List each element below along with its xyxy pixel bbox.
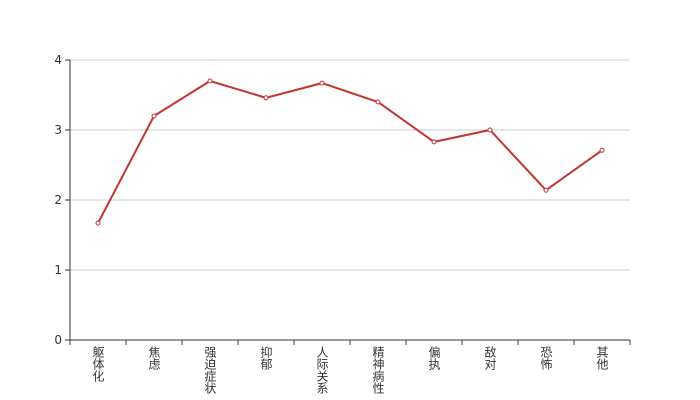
y-tick-label: 1 <box>54 263 62 277</box>
point <box>207 78 213 84</box>
x-tick-label: 抑郁 <box>259 345 273 371</box>
x-tick-label: 强迫症状 <box>203 346 217 394</box>
line <box>97 79 603 224</box>
x-tick-label: 躯体化 <box>91 345 105 383</box>
point <box>95 220 101 226</box>
point <box>263 95 269 101</box>
point <box>599 147 605 153</box>
y-tick-label: 2 <box>54 193 62 207</box>
point <box>431 139 437 145</box>
point <box>487 127 493 133</box>
y-tick-label: 3 <box>54 123 62 137</box>
point <box>151 113 157 119</box>
x-tick-label: 偏执 <box>427 345 441 371</box>
point <box>375 99 381 105</box>
point <box>319 80 325 86</box>
x-tick-label: 精神病性 <box>371 346 385 395</box>
y-tick-label: 0 <box>54 333 62 347</box>
x-tick-label: 恐怖 <box>539 346 553 370</box>
y-tick-label: 4 <box>54 53 62 67</box>
point <box>543 187 549 193</box>
x-tick-label: 人际关系 <box>315 346 329 394</box>
x-tick-label: 焦虑 <box>147 346 161 370</box>
x-tick-label: 其他 <box>595 346 609 370</box>
x-tick-label: 敌对 <box>483 345 497 370</box>
